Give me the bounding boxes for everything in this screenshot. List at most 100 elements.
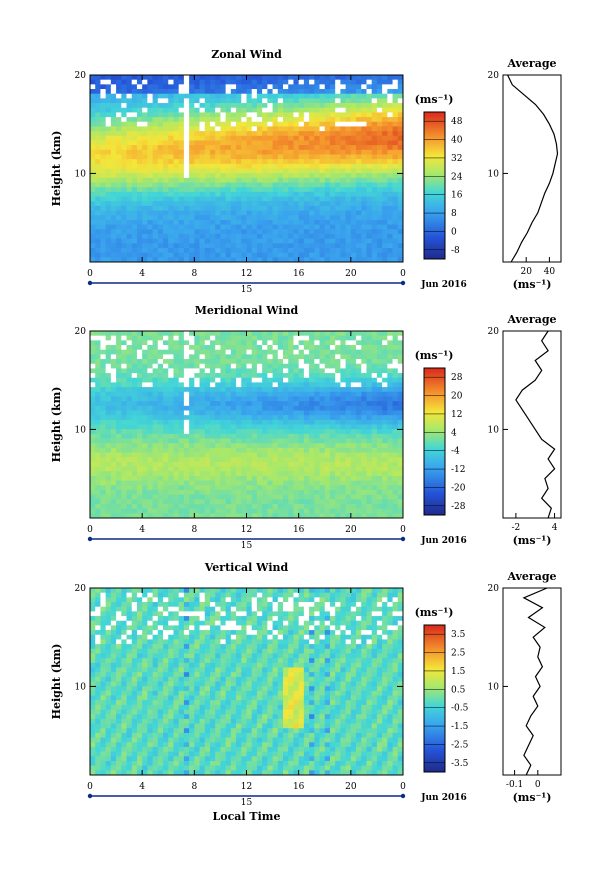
heatmap-cell: [173, 475, 180, 481]
heatmap-cell: [335, 159, 341, 165]
heatmap-cell: [246, 368, 253, 374]
heatmap-cell: [236, 187, 242, 193]
heatmap-cell: [157, 382, 164, 388]
heatmap-cell: [136, 363, 143, 369]
heatmap-cell: [319, 452, 326, 458]
heatmap-cell: [105, 159, 112, 165]
heatmap-cell: [298, 461, 305, 467]
heatmap-cell: [168, 247, 174, 254]
heatmap-cell: [110, 354, 117, 360]
heatmap-cell: [309, 359, 315, 365]
heatmap-cell: [293, 93, 300, 99]
heatmap-cell: [376, 98, 383, 104]
heatmap-cell: [267, 135, 273, 141]
heatmap-cell: [366, 243, 373, 249]
heatmap-cell: [319, 257, 326, 263]
heatmap-cell: [95, 672, 101, 678]
heatmap-cell: [241, 163, 247, 169]
heatmap-cell: [277, 489, 284, 496]
heatmap-cell: [100, 410, 107, 416]
heatmap-cell: [142, 419, 148, 425]
heatmap-cell: [319, 438, 326, 444]
heatmap-cell: [209, 461, 216, 467]
heatmap-cell: [183, 494, 190, 500]
heatmap-cell: [209, 391, 216, 397]
heatmap-cell: [293, 452, 300, 458]
heatmap-cell: [340, 247, 347, 254]
heatmap-cell: [277, 79, 284, 85]
heatmap-cell: [147, 140, 153, 146]
heatmap-cell: [319, 173, 326, 179]
heatmap-cell: [199, 205, 206, 211]
heatmap-cell: [152, 84, 159, 90]
heatmap-cell: [157, 377, 164, 383]
heatmap-cell: [116, 359, 122, 365]
heatmap-cell: [105, 438, 112, 444]
heatmap-cell: [95, 634, 101, 640]
heatmap-cell: [272, 387, 279, 393]
heatmap-cell: [277, 257, 284, 263]
heatmap-cell: [283, 126, 289, 132]
heatmap-cell: [110, 480, 117, 486]
heatmap-cell: [303, 419, 310, 425]
heatmap-cell: [220, 443, 227, 449]
heatmap-cell: [293, 201, 300, 207]
heatmap-cell: [329, 145, 336, 151]
heatmap-cell: [126, 196, 133, 202]
heatmap-cell: [100, 359, 107, 365]
heatmap-cell: [324, 349, 331, 355]
heatmap-cell: [314, 163, 320, 169]
heatmap-cell: [267, 196, 273, 202]
heatmap-cell: [246, 145, 253, 151]
heatmap-cell: [178, 410, 185, 416]
heatmap-cell: [309, 373, 315, 379]
heatmap-cell: [324, 168, 331, 174]
heatmap-cell: [303, 252, 310, 258]
heatmap-cell: [246, 377, 253, 383]
heatmap-cell: [366, 173, 373, 179]
heatmap-cell: [272, 489, 279, 496]
heatmap-cell: [319, 140, 326, 146]
heatmap-cell: [356, 513, 362, 519]
heatmap-cell: [100, 233, 107, 240]
heatmap-cell: [131, 387, 138, 393]
heatmap-cell: [246, 107, 253, 113]
heatmap-cell: [110, 424, 117, 430]
heatmap-cell: [314, 149, 320, 155]
heatmap-cell: [189, 368, 195, 374]
heatmap-cell: [319, 145, 326, 151]
heatmap-cell: [142, 405, 148, 411]
heatmap-cell: [194, 93, 200, 99]
heatmap-cell: [136, 201, 143, 207]
heatmap-cell: [387, 457, 393, 463]
heatmap-cell: [340, 257, 347, 263]
heatmap-cell: [356, 159, 362, 165]
heatmap-cell: [397, 196, 404, 202]
heatmap-cell: [152, 205, 159, 211]
heatmap-cell: [121, 396, 127, 402]
heatmap-cell: [100, 103, 107, 109]
heatmap-cell: [121, 391, 127, 397]
heatmap-cell: [116, 387, 122, 393]
heatmap-cell: [110, 243, 117, 249]
heatmap-cell: [90, 508, 96, 514]
heatmap-cell: [183, 345, 190, 351]
heatmap-cell: [178, 443, 185, 449]
heatmap-cell: [225, 499, 232, 505]
heatmap-cell: [382, 196, 388, 202]
heatmap-cell: [225, 429, 232, 435]
heatmap-cell: [142, 229, 148, 235]
heatmap-cell: [309, 419, 315, 425]
heatmap-cell: [251, 494, 258, 500]
heatmap-cell: [220, 475, 227, 481]
heatmap-cell: [324, 368, 331, 374]
heatmap-cell: [173, 196, 180, 202]
heatmap-cell: [277, 359, 284, 365]
heatmap-cell: [204, 349, 211, 355]
heatmap-cell: [136, 489, 143, 496]
heatmap-cell: [366, 331, 373, 337]
heatmap-cell: [230, 396, 237, 402]
heatmap-cell: [272, 75, 279, 81]
heatmap-cell: [116, 368, 122, 374]
heatmap-cell: [189, 252, 195, 258]
